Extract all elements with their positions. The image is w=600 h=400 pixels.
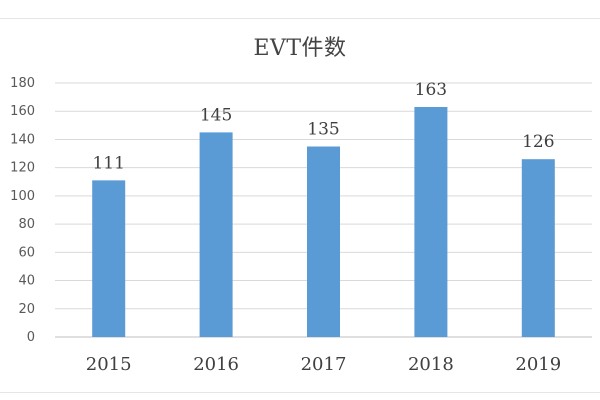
bottom-divider (0, 392, 600, 393)
chart-title: EVT件数 (253, 36, 347, 61)
x-tick-label: 2017 (301, 354, 347, 375)
y-tick-label: 20 (18, 302, 35, 317)
y-tick-label: 120 (10, 161, 35, 176)
data-label: 126 (522, 132, 554, 152)
bar (199, 132, 233, 337)
y-tick-label: 0 (27, 330, 35, 345)
y-tick-label: 60 (18, 245, 35, 260)
x-tick-label: 2015 (86, 354, 132, 375)
data-label: 163 (415, 80, 447, 100)
x-tick-label: 2016 (193, 354, 239, 375)
y-tick-label: 80 (18, 217, 35, 232)
y-tick-label: 160 (10, 104, 35, 119)
bar (307, 146, 340, 337)
bar (414, 106, 448, 337)
bar (92, 180, 126, 337)
data-label: 111 (92, 153, 124, 173)
x-tick-label: 2018 (408, 354, 454, 375)
data-label: 135 (307, 120, 339, 140)
y-tick-label: 100 (10, 189, 35, 204)
y-tick-label: 40 (18, 274, 35, 289)
data-label: 145 (200, 105, 232, 125)
y-tick-label: 140 (10, 132, 35, 147)
top-divider (0, 18, 600, 19)
y-tick-label: 180 (10, 76, 35, 91)
bar (521, 159, 555, 337)
x-tick-label: 2019 (515, 354, 561, 375)
